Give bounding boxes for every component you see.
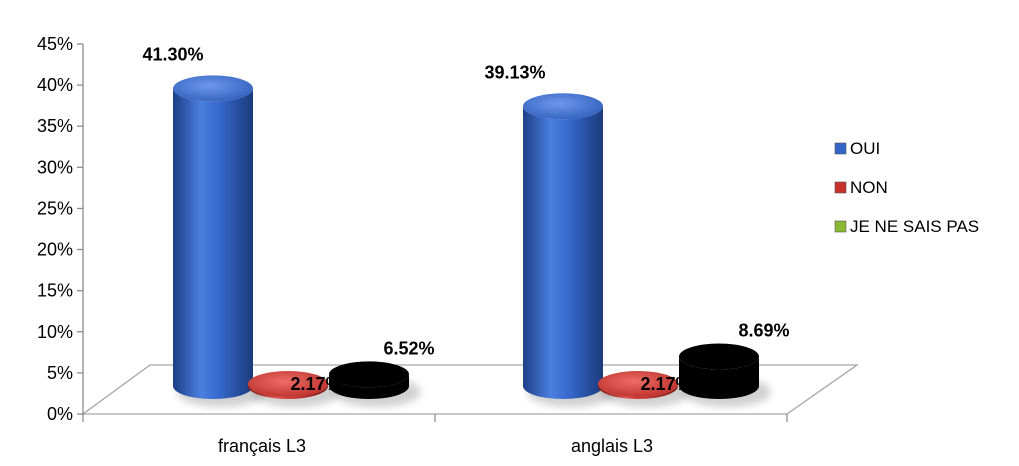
legend-label: OUI <box>850 139 880 158</box>
bar-oui <box>523 93 615 407</box>
y-tick-label: 0% <box>47 404 73 424</box>
legend-label: JE NE SAIS PAS <box>850 217 979 236</box>
x-category-label: anglais L3 <box>571 436 653 456</box>
y-tick-label: 15% <box>37 281 73 301</box>
y-tick-label: 30% <box>37 157 73 177</box>
legend-swatch <box>834 220 847 233</box>
bar-je-ne-sais-pas <box>329 361 421 407</box>
data-label: 39.13% <box>484 62 545 82</box>
y-tick-label: 5% <box>47 363 73 383</box>
legend-swatch <box>834 181 847 194</box>
bar-non <box>598 371 690 407</box>
legend-item: JE NE SAIS PAS <box>834 217 979 236</box>
legend-swatch <box>834 142 847 155</box>
data-label: 2.17% <box>290 374 341 394</box>
data-label: 41.30% <box>142 44 203 64</box>
y-tick-label: 25% <box>37 198 73 218</box>
y-tick-label: 40% <box>37 75 73 95</box>
y-tick-label: 10% <box>37 322 73 342</box>
x-category-label: français L3 <box>218 436 306 456</box>
y-tick-label: 45% <box>37 34 73 54</box>
bar-non <box>248 371 340 407</box>
data-label: 6.52% <box>383 338 434 358</box>
y-tick-label: 35% <box>37 116 73 136</box>
legend-item: NON <box>834 178 888 197</box>
legend-label: NON <box>850 178 888 197</box>
bar-oui <box>173 75 265 407</box>
legend-item: OUI <box>834 139 880 158</box>
y-tick-label: 20% <box>37 240 73 260</box>
data-label: 2.17% <box>640 374 691 394</box>
bar-je-ne-sais-pas <box>679 343 771 407</box>
data-label: 8.69% <box>738 321 789 341</box>
